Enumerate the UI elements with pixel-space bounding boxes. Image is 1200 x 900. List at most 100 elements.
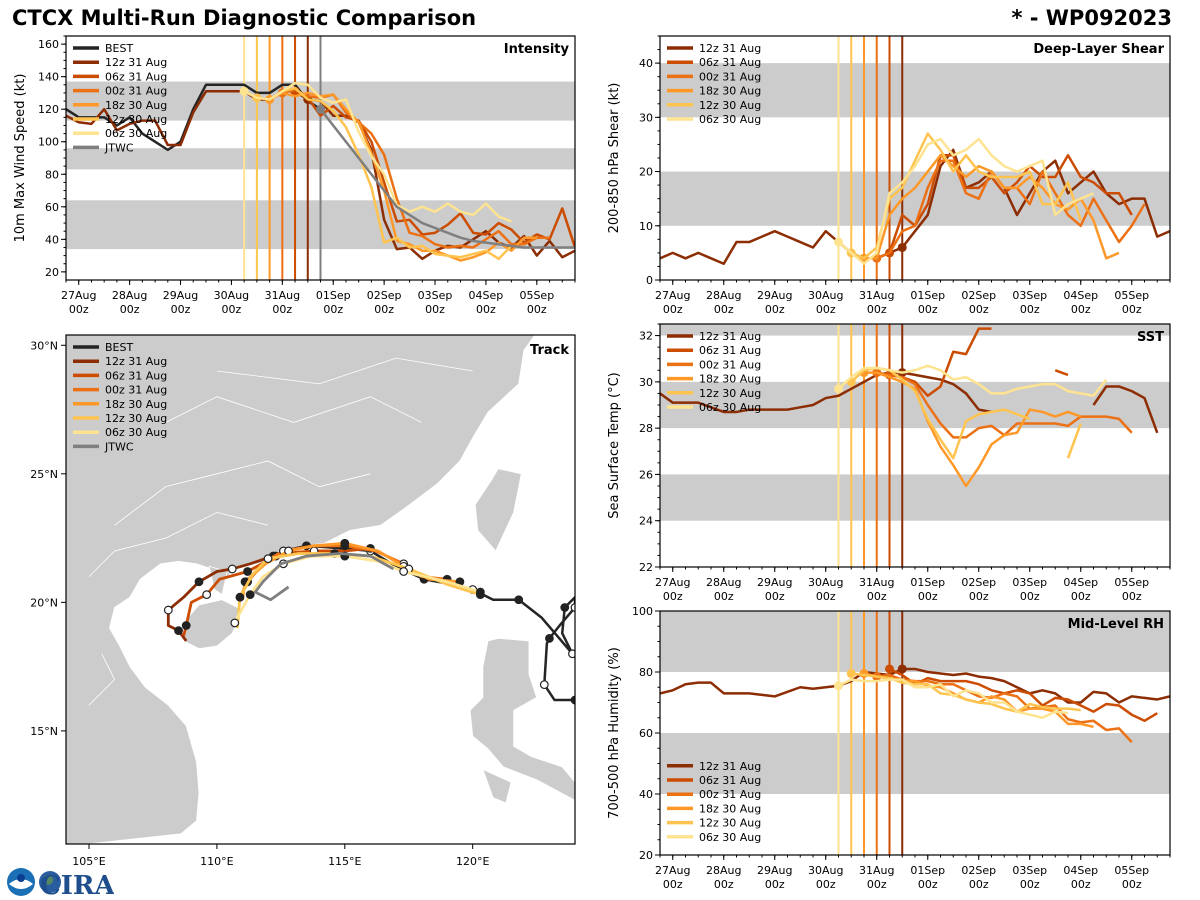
x-tick-label: 00z — [816, 590, 836, 603]
track-point-open — [399, 567, 409, 576]
legend-label: 06z 31 Aug — [699, 344, 761, 357]
x-tick-label: 120°E — [456, 855, 489, 868]
series-line-jtwc — [319, 108, 575, 249]
init-point — [897, 242, 907, 252]
x-tick-label: 00z — [1122, 303, 1142, 316]
legend-label: 06z 31 Aug — [699, 774, 761, 787]
legend-label: 12z 30 Aug — [105, 113, 167, 126]
x-tick-label: 00z — [1071, 303, 1091, 316]
x-tick-label: 00z — [765, 590, 785, 603]
legend-item: 18z 30 Aug — [73, 99, 167, 112]
taiwan-island — [474, 468, 522, 552]
y-axis-label: 10m Max Wind Speed (kt) — [13, 74, 28, 243]
y-tick-label: 24 — [639, 515, 653, 528]
legend-label: 12z 30 Aug — [699, 387, 761, 400]
track-point-open — [539, 680, 549, 690]
x-tick-label: 03Sep — [1012, 289, 1047, 302]
track-12z-31-aug — [163, 551, 278, 642]
x-tick-label: 00z — [222, 303, 242, 316]
x-tick-label: 01Sep — [910, 864, 945, 877]
series-line-18z-30-aug — [864, 371, 1082, 488]
track-point-filled — [570, 695, 575, 705]
land-layer — [66, 335, 575, 844]
x-tick-label: 02Sep — [961, 289, 996, 302]
panel-track: 105°E 110°E 115°E 120°E 15°N 20°N 25°N 30°N Trac… — [30, 334, 576, 868]
legend-label: 06z 30 Aug — [699, 401, 761, 414]
panel-sst: 22242628303227Aug00z28Aug00z29Aug00z30Au… — [607, 323, 1171, 603]
x-tick-label: 02Sep — [367, 289, 402, 302]
legend-item: 12z 31 Aug — [667, 760, 761, 773]
luzon-island — [469, 637, 575, 801]
legend-item: 12z 31 Aug — [73, 355, 167, 368]
x-tick-label: 03Sep — [1012, 576, 1047, 589]
legend-item: 12z 30 Aug — [73, 113, 167, 126]
x-tick-label: 00z — [1020, 303, 1040, 316]
legend-item: 12z 31 Aug — [667, 330, 761, 343]
legend-item: 12z 31 Aug — [73, 56, 167, 69]
x-tick-label: 00z — [816, 878, 836, 891]
series-line-12z-31-aug — [1092, 385, 1159, 434]
legend-item: 06z 31 Aug — [667, 56, 761, 69]
x-tick-label: 29Aug — [757, 576, 792, 589]
track-point-open — [570, 603, 575, 612]
province-border — [88, 511, 269, 577]
legend-item: 12z 31 Aug — [667, 42, 761, 55]
init-point — [885, 664, 894, 674]
legend-label: BEST — [105, 42, 133, 55]
y-axis-label: 200-850 hPa Shear (kt) — [607, 83, 622, 234]
legend-item: JTWC — [73, 440, 134, 453]
init-point — [834, 237, 843, 247]
x-tick-label: 00z — [527, 303, 547, 316]
y-axis-label: 700-500 hPa Humidity (%) — [607, 647, 622, 819]
threshold-band — [660, 611, 1170, 672]
x-tick-label: 00z — [1020, 590, 1040, 603]
storm-id: * - WP092023 — [1011, 6, 1172, 30]
legend-item: 12z 30 Aug — [73, 412, 167, 425]
x-tick-label: 30Aug — [808, 576, 843, 589]
panel-shear: 01020304027Aug00z28Aug00z29Aug00z30Aug00… — [607, 35, 1171, 316]
track-point-filled — [235, 592, 245, 602]
track-point-filled — [174, 626, 183, 636]
x-tick-label: 01Sep — [910, 576, 945, 589]
x-tick-label: 00z — [765, 878, 785, 891]
series-line-12z-30-aug — [1066, 423, 1082, 459]
panel-title: Track — [530, 343, 569, 358]
legend-label: 18z 30 Aug — [105, 99, 167, 112]
legend-label: 12z 31 Aug — [105, 355, 167, 368]
legend-item: 12z 30 Aug — [667, 387, 761, 400]
legend-label: 12z 31 Aug — [699, 42, 761, 55]
cira-logo: CIRA — [7, 868, 114, 898]
legend-label: 18z 30 Aug — [105, 398, 167, 411]
x-tick-label: 00z — [969, 878, 989, 891]
x-tick-label: 31Aug — [265, 289, 300, 302]
y-tick-label: 80 — [45, 168, 59, 181]
track-point-filled — [181, 621, 191, 630]
x-tick-label: 00z — [1122, 878, 1142, 891]
x-tick-label: 00z — [374, 303, 394, 316]
legend-item: 18z 30 Aug — [667, 373, 761, 386]
x-tick-label: 31Aug — [859, 289, 894, 302]
x-tick-label: 27Aug — [61, 289, 96, 302]
track-point-open — [568, 649, 575, 659]
track-point-open — [227, 564, 237, 574]
province-border — [216, 357, 473, 385]
y-tick-label: 120 — [38, 103, 59, 116]
x-tick-label: 29Aug — [757, 289, 792, 302]
x-tick-label: 29Aug — [757, 864, 792, 877]
track-best — [271, 541, 575, 705]
track-line — [233, 554, 481, 624]
init-point — [316, 104, 325, 114]
y-tick-label: 140 — [38, 71, 59, 84]
track-line — [182, 546, 371, 637]
init-point — [846, 669, 856, 679]
x-tick-label: 30Aug — [808, 289, 843, 302]
series-line-12z-31-aug — [660, 667, 1170, 704]
x-tick-label: 27Aug — [655, 576, 690, 589]
x-tick-label: 00z — [120, 303, 140, 316]
x-tick-label: 04Sep — [1063, 864, 1098, 877]
y-tick-label: 80 — [639, 666, 653, 679]
y-tick-label: 20 — [639, 849, 653, 862]
threshold-band — [660, 733, 1170, 794]
